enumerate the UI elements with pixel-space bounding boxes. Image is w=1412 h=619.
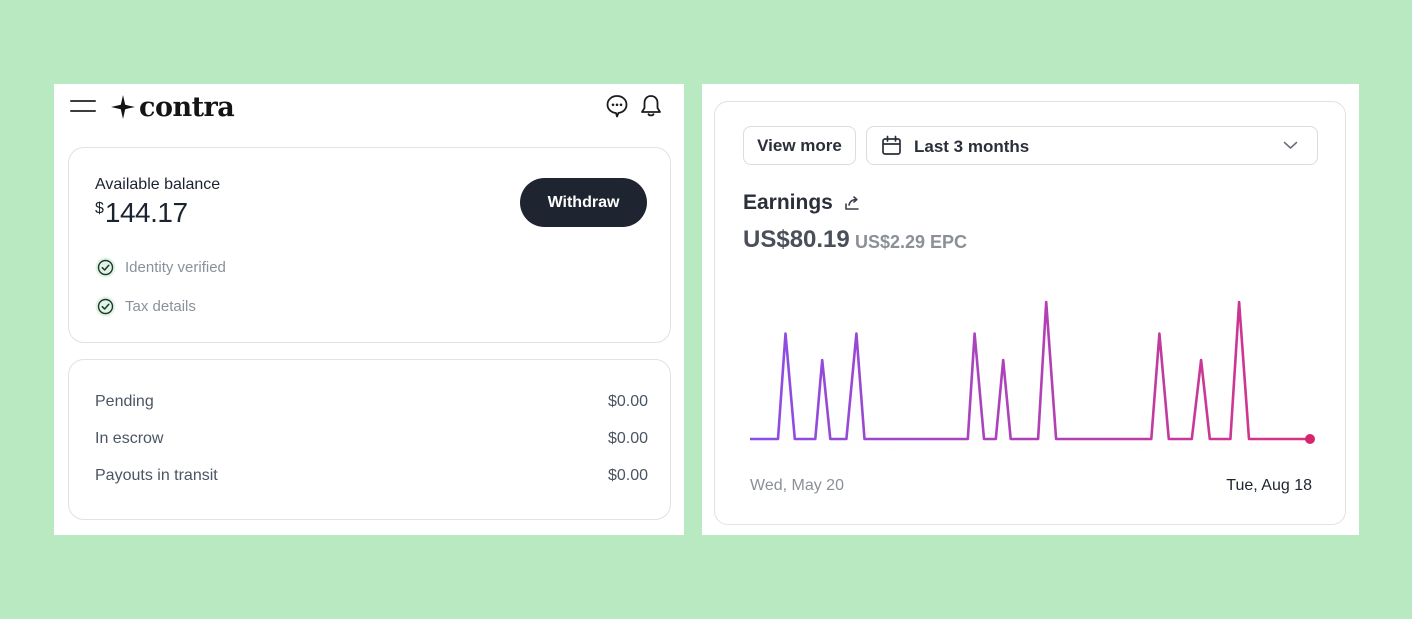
summary-row-pending: Pending $0.00 [95, 393, 648, 411]
calendar-icon [882, 135, 901, 155]
view-more-button[interactable]: View more [743, 126, 856, 165]
chart-start-date: Wed, May 20 [750, 477, 844, 494]
check-label: Identity verified [125, 259, 226, 276]
check-circle-icon [95, 296, 116, 317]
hamburger-menu-icon[interactable] [70, 98, 96, 114]
contra-wallet-panel: contra Available balance $ 144.17 Withdr… [54, 84, 684, 535]
date-range-label: Last 3 months [914, 137, 1030, 156]
chart-end-date: Tue, Aug 18 [1226, 477, 1312, 494]
brand-name: contra [139, 91, 235, 123]
check-circle-icon [95, 257, 116, 278]
date-range-dropdown[interactable]: Last 3 months [866, 126, 1318, 165]
chevron-down-icon [1283, 141, 1298, 149]
summary-row-payouts-in-transit: Payouts in transit $0.00 [95, 467, 648, 485]
earnings-line-chart [750, 300, 1315, 459]
star-logo-icon [111, 95, 135, 119]
share-icon[interactable] [843, 194, 861, 212]
payout-summary-card: Pending $0.00 In escrow $0.00 Payouts in… [68, 359, 671, 520]
earnings-panel: View more Last 3 months Earnings US$80.1… [702, 84, 1359, 535]
summary-label: Payouts in transit [95, 467, 218, 484]
summary-row-escrow: In escrow $0.00 [95, 430, 648, 448]
earnings-series-line [750, 300, 1310, 441]
earnings-endpoint-marker[interactable] [1305, 434, 1315, 444]
identity-verified-status: Identity verified [95, 257, 226, 278]
available-balance-label: Available balance [95, 176, 221, 193]
summary-label: In escrow [95, 430, 164, 447]
summary-value: $0.00 [607, 467, 648, 484]
summary-value: $0.00 [607, 430, 648, 447]
balance-value: 144.17 [104, 197, 188, 228]
check-label: Tax details [125, 298, 196, 315]
chat-bubble-icon[interactable] [604, 93, 630, 119]
summary-value: $0.00 [607, 393, 648, 410]
summary-label: Pending [95, 393, 154, 410]
earnings-area-fill [750, 302, 1310, 459]
top-navigation-bar: contra [54, 84, 684, 130]
available-balance-card: Available balance $ 144.17 Withdraw Iden… [68, 147, 671, 343]
earnings-epc: US$2.29 EPC [855, 232, 968, 252]
currency-symbol: $ [95, 200, 104, 217]
withdraw-button[interactable]: Withdraw [520, 178, 647, 227]
earnings-title: Earnings [743, 191, 833, 214]
earnings-total: US$80.19 [743, 226, 850, 253]
tax-details-status: Tax details [95, 296, 196, 317]
earnings-card: View more Last 3 months Earnings US$80.1… [714, 101, 1346, 525]
available-balance-amount: $ 144.17 [95, 197, 188, 229]
notification-bell-icon[interactable] [638, 93, 664, 119]
contra-logo[interactable]: contra [110, 90, 235, 124]
